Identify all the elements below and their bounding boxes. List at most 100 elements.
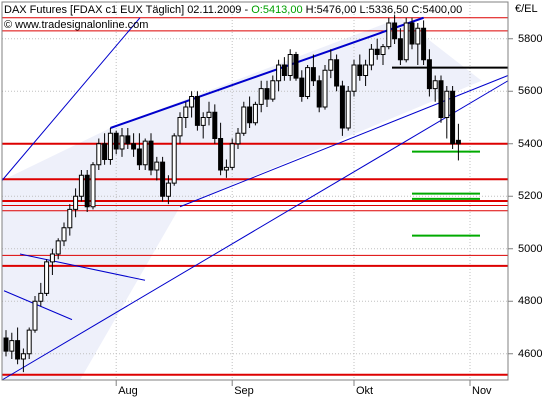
candle-body [450,90,456,145]
candle-body [26,329,32,355]
candle-body [73,195,79,210]
candle-body [252,103,258,124]
candle-body [154,161,160,171]
candle-body [432,80,438,90]
candle-body [276,64,282,82]
candle-body [316,80,322,108]
candle-body [142,140,148,166]
parallel-trendline [1,17,141,181]
x-tick-label: Aug [118,385,138,397]
candle-body [258,88,264,105]
candle-body [421,27,427,61]
y-tick-label: 5200 [518,190,543,203]
plot-frame [1,1,509,381]
candle-body [90,164,96,208]
candle-body [200,117,206,126]
candle-body [177,117,183,137]
candle-body [218,138,224,171]
candle-body [160,161,166,197]
candle-body [247,106,253,124]
chart-header: DAX Futures [FDAX c1 EUX Täglich] 02.11.… [4,4,462,16]
candle-body [67,208,73,229]
candle-body [183,106,189,118]
candle-body [299,77,305,97]
candle-body [397,38,403,61]
chart-title: DAX Futures [FDAX c1 EUX Täglich] 02.11.… [4,4,249,16]
aux-trendline [3,290,73,321]
candle-body [293,54,299,79]
candle-body [49,253,55,263]
candle-body [235,132,241,145]
long-trendline [1,80,509,381]
candle-body [38,292,44,302]
candle-body [287,54,293,76]
candle-body [148,140,154,171]
hlc-values: H:5476,00 L:5336,50 C:5400,00 [305,4,463,16]
candle-body [281,64,287,76]
candle-body [415,27,421,45]
candle-body [96,143,102,166]
candle-body [409,22,415,45]
candle-body [368,48,374,66]
candle-body [305,67,311,97]
y-tick-label: 5600 [518,85,543,98]
website-credit: © www.tradesignalonline.com [4,19,149,31]
candle-body [403,22,409,61]
aux-trendline [19,253,146,281]
candle-body [339,85,345,129]
candle-body [119,135,125,150]
candle-body [171,135,177,184]
x-tick-label: Nov [472,385,492,397]
candle-body [241,106,247,134]
upper-trendline [110,16,424,129]
candle-body [351,64,357,92]
candle-body [189,96,195,108]
candle-body [55,240,61,255]
candle-body [328,59,334,71]
candle-body [61,227,67,242]
candle-body [455,139,461,145]
candle-body [270,80,276,100]
candle-body [206,111,212,118]
x-tick-label: Okt [356,385,374,397]
candle-body [310,67,316,82]
y-tick-label: 5800 [518,32,543,45]
candle-body [438,80,444,118]
candle-body [322,69,328,108]
candle-body [223,166,229,171]
candle-body [131,143,137,150]
open-value: O:5413,00 [251,4,303,16]
y-tick-label: 5000 [518,242,543,255]
candle-body [264,88,270,100]
candle-body [44,261,50,294]
unit-label: €/EL [515,3,538,15]
candle-body [165,182,171,197]
candle-body [345,90,351,129]
candle-body [136,148,142,166]
x-tick-label: Sep [234,385,254,397]
candle-body [374,48,380,55]
candle-body [212,111,218,139]
candle-body [107,132,113,160]
candle-body [444,90,450,118]
candle-body [125,135,131,145]
candle-body [392,22,398,40]
candle-body [84,174,90,208]
candle-body [113,132,119,150]
y-tick-label: 4600 [518,347,543,360]
candle-body [357,64,363,76]
y-tick-label: 4800 [518,295,543,308]
candle-body [3,337,9,352]
candle-body [102,143,108,160]
candle-body [20,353,26,360]
candle-body [32,300,38,331]
candle-body [78,174,84,197]
candle-body [194,96,200,126]
candle-body [386,22,392,48]
candle-body [15,340,21,360]
channel-shading [2,17,482,380]
candle-body [380,46,386,55]
candle-body [9,340,15,352]
